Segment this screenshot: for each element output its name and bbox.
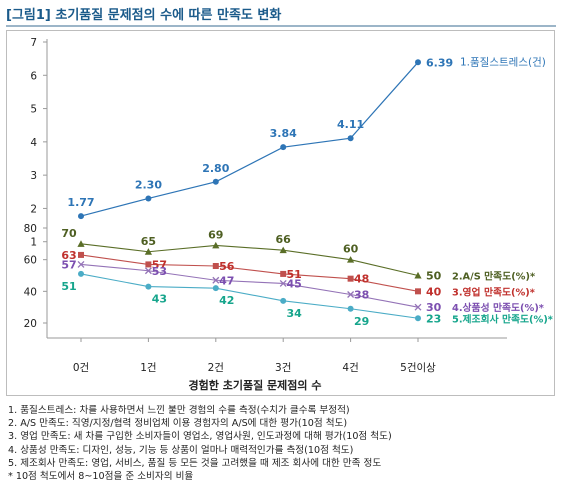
series-name-label: 4.상품성 만족도(%)* xyxy=(452,301,544,314)
y-tick-label: 6 xyxy=(30,70,37,82)
footnote: 5. 제조회사 만족도: 영업, 서비스, 품질 등 모든 것을 고려했을 때 … xyxy=(8,457,382,469)
chart-frame: 1 2 3 4 5 6 7 20 40 60 80 0건 1건 2건 3건 4건 5건이상 경험한 초기품질 문제… xyxy=(6,30,555,396)
data-label: 1.77 xyxy=(67,196,94,209)
data-label: 30 xyxy=(426,301,442,314)
data-label: 2.80 xyxy=(202,162,229,175)
y-tick-label: 80 xyxy=(24,223,37,235)
data-label: 63 xyxy=(61,249,76,262)
data-label: 29 xyxy=(354,315,369,328)
x-axis-title: 경험한 초기품질 문제점의 수 xyxy=(189,378,322,392)
data-label: 40 xyxy=(426,285,442,298)
series-name-label: 5.제조회사 만족도(%)* xyxy=(452,312,553,325)
data-point xyxy=(78,213,84,220)
footnote: 1. 품질스트레스: 차를 사용하면서 느낀 불만 경험의 수를 측정(수치가 … xyxy=(8,405,350,416)
y-tick-label: 1 xyxy=(30,237,37,249)
data-label: 47 xyxy=(219,274,234,287)
data-label: 23 xyxy=(426,312,441,325)
data-label: 57 xyxy=(152,258,167,271)
title-divider xyxy=(6,25,556,27)
data-point xyxy=(212,276,220,284)
y-tick-label: 3 xyxy=(30,170,37,182)
data-point xyxy=(415,315,421,322)
y-tick-label: 60 xyxy=(24,255,37,267)
data-label: 57 xyxy=(61,258,76,271)
data-point xyxy=(347,256,355,263)
x-tick-label: 2건 xyxy=(208,362,224,374)
data-point xyxy=(212,178,219,185)
data-point xyxy=(347,135,354,142)
y-tick-label: 4 xyxy=(30,137,37,149)
footnote: 3. 영업 만족도: 새 차를 구입한 소비자들이 영업소, 영업사원, 인도과… xyxy=(8,431,392,443)
data-label: 3.84 xyxy=(270,127,297,140)
data-point xyxy=(145,261,152,268)
data-point xyxy=(280,144,287,151)
data-point xyxy=(145,283,152,290)
data-label: 6.39 xyxy=(426,56,453,69)
data-point xyxy=(212,263,219,269)
data-point xyxy=(347,291,355,298)
x-tick-label: 3건 xyxy=(275,362,291,374)
series-name-label: 3.영업 만족도(%)* xyxy=(452,285,535,298)
x-tick-label: 5건이상 xyxy=(400,362,436,374)
data-point xyxy=(415,59,421,66)
x-tick-label: 1건 xyxy=(140,362,156,374)
data-point xyxy=(280,270,287,277)
data-label: 53 xyxy=(152,265,167,278)
footnote: 4. 상품성 만족도: 디자인, 성능, 기능 등 상품이 얼마나 매력적인가를… xyxy=(8,444,354,456)
data-label: 56 xyxy=(219,260,235,273)
data-point xyxy=(415,288,421,295)
y-tick-label: 20 xyxy=(24,318,37,330)
data-label: 65 xyxy=(141,235,156,248)
data-point xyxy=(78,251,84,258)
data-point xyxy=(212,285,219,292)
data-point xyxy=(77,260,85,268)
series-name-label: 1.품질스트레스(건) xyxy=(460,56,546,68)
data-point xyxy=(279,279,287,287)
data-label: 34 xyxy=(287,307,303,320)
series-line xyxy=(80,273,419,319)
y-tick-label: 40 xyxy=(24,286,37,298)
series-line xyxy=(80,263,419,308)
y-tick-label: 2 xyxy=(30,203,37,215)
data-point xyxy=(280,297,287,304)
data-point xyxy=(78,270,84,277)
data-label: 2.30 xyxy=(135,178,162,191)
data-label: 38 xyxy=(354,289,369,302)
series-line xyxy=(80,243,419,277)
data-label: 66 xyxy=(276,233,292,246)
data-label: 50 xyxy=(426,270,442,283)
data-point xyxy=(144,267,152,275)
data-label: 70 xyxy=(61,227,77,240)
data-point xyxy=(212,241,220,249)
y-tick-label: 7 xyxy=(30,37,37,49)
data-point xyxy=(145,195,152,202)
data-point xyxy=(347,275,354,282)
data-point xyxy=(414,303,422,311)
x-tick-label: 4건 xyxy=(342,362,358,374)
figure-title: [그림1] 초기품질 문제점의 수에 따른 만족도 변화 xyxy=(6,8,282,23)
y-tick-label: 5 xyxy=(30,104,37,116)
series-line xyxy=(80,61,419,217)
data-label: 60 xyxy=(343,243,359,256)
series-name-label: 2.A/S 만족도(%)* xyxy=(452,270,535,283)
data-label: 42 xyxy=(219,294,234,307)
data-label: 51 xyxy=(61,280,76,293)
data-point xyxy=(347,305,354,312)
data-point xyxy=(144,248,152,255)
data-label: 51 xyxy=(287,268,302,281)
data-label: 48 xyxy=(354,273,369,286)
x-tick-label: 0건 xyxy=(73,362,89,374)
data-label: 45 xyxy=(287,277,302,290)
data-label: 69 xyxy=(208,228,223,241)
data-point xyxy=(77,240,85,247)
series-line xyxy=(80,254,419,292)
footnotes: 1. 품질스트레스: 차를 사용하면서 느낀 불만 경험의 수를 측정(수치가 … xyxy=(8,404,556,483)
data-point xyxy=(279,246,287,254)
footnote: 2. A/S 만족도: 직영/지정/협력 정비업체 이용 경험자의 A/S에 대… xyxy=(8,418,348,430)
data-label: 4.11 xyxy=(337,118,364,131)
footnote: * 10점 척도에서 8~10점을 준 소비자의 비율 xyxy=(8,471,194,483)
data-label: 43 xyxy=(152,293,167,306)
data-point xyxy=(414,271,422,279)
